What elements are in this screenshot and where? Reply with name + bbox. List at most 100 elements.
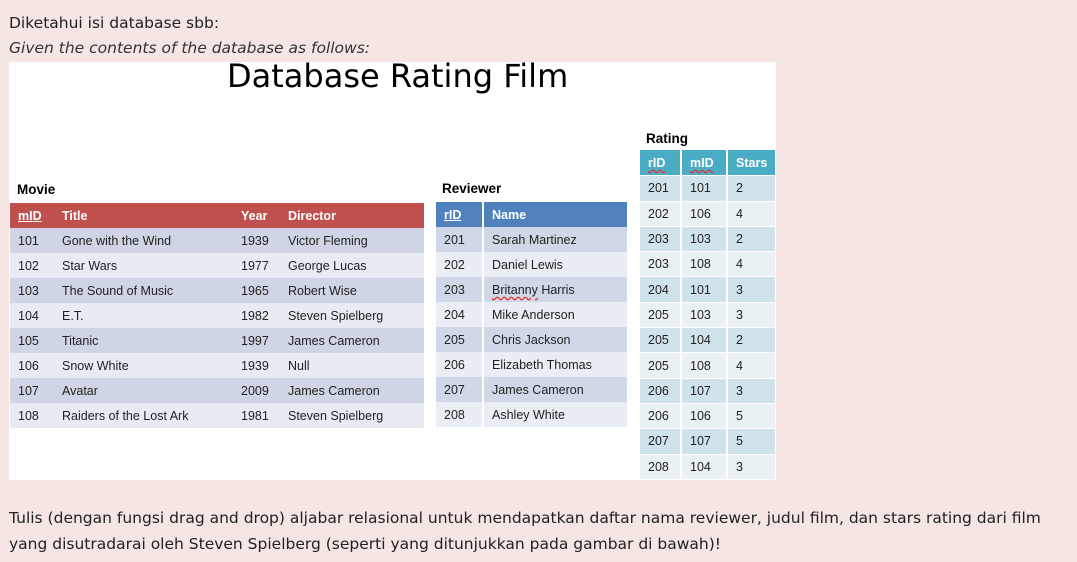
movie-row-cell: 102 xyxy=(10,253,54,278)
movie-row-cell: 1981 xyxy=(233,403,280,428)
database-figure: Database Rating Film Movie mID Title Yea… xyxy=(9,57,776,480)
movie-row: 101 Gone with the Wind 1939 Victor Fleming xyxy=(10,228,424,253)
rating-header-mid: mID xyxy=(680,150,726,176)
rating-row-cell: 5 xyxy=(726,402,775,429)
rating-row-cell: 106 xyxy=(680,200,726,226)
reviewer-header-name: Name xyxy=(482,202,627,227)
rating-row-cell: 208 xyxy=(640,453,680,479)
rating-row-cell: 103 xyxy=(680,301,726,328)
movie-row-cell: 103 xyxy=(10,278,54,303)
reviewer-table-label: Reviewer xyxy=(442,181,502,196)
rating-header-stars: Stars xyxy=(726,150,775,176)
reviewer-row: 202 Daniel Lewis xyxy=(436,252,627,277)
rating-row: 208 104 3 xyxy=(640,453,775,479)
rating-header-rid: rID xyxy=(640,150,680,176)
movie-row-cell: The Sound of Music xyxy=(54,278,233,303)
movie-row-cell: 106 xyxy=(10,353,54,378)
movie-header-row: mID Title Year Director xyxy=(10,203,424,228)
movie-row: 108 Raiders of the Lost Ark 1981 Steven Spi… xyxy=(10,403,424,428)
rating-row: 204 101 3 xyxy=(640,276,775,302)
reviewer-header-row: rID Name xyxy=(436,202,627,227)
movie-row: 103 The Sound of Music 1965 Robert Wise xyxy=(10,278,424,303)
movie-header-title: Title xyxy=(54,203,233,228)
reviewer-row-cell: Ashley White xyxy=(482,402,627,427)
rating-row-cell: 205 xyxy=(640,301,680,328)
reviewer-row: 201 Sarah Martinez xyxy=(436,227,627,252)
reviewer-row-cell: 208 xyxy=(436,402,482,427)
rating-row-cell: 3 xyxy=(726,377,775,403)
movie-row-cell: 2009 xyxy=(233,378,280,403)
reviewer-row-cell: 207 xyxy=(436,377,482,402)
reviewer-row-cell: James Cameron xyxy=(482,377,627,402)
movie-row-cell: James Cameron xyxy=(280,378,424,403)
rating-row-cell: 3 xyxy=(726,276,775,302)
movie-header-director: Director xyxy=(280,203,424,228)
rating-row: 203 103 2 xyxy=(640,225,775,252)
rating-row-cell: 108 xyxy=(680,251,726,277)
question-text: Tulis (dengan fungsi drag and drop) alja… xyxy=(9,509,1041,553)
movie-row-cell: 105 xyxy=(10,328,54,353)
movie-row-cell: 1939 xyxy=(233,228,280,253)
rating-row-cell: 2 xyxy=(726,327,775,353)
movie-row: 105 Titanic 1997 James Cameron xyxy=(10,328,424,353)
rating-row: 205 104 2 xyxy=(640,327,775,353)
movie-row-cell: Steven Spielberg xyxy=(280,303,424,328)
movie-row-cell: James Cameron xyxy=(280,328,424,353)
reviewer-row-cell: Sarah Martinez xyxy=(482,227,627,252)
movie-table-label: Movie xyxy=(17,182,56,197)
movie-row-cell: George Lucas xyxy=(280,253,424,278)
rating-row: 205 103 3 xyxy=(640,301,775,328)
reviewer-row: 204 Mike Anderson xyxy=(436,302,627,327)
reviewer-row-cell: 201 xyxy=(436,227,482,252)
movie-row: 104 E.T. 1982 Steven Spielberg xyxy=(10,303,424,328)
rating-row-cell: 103 xyxy=(680,225,726,252)
rating-row: 202 106 4 xyxy=(640,200,775,226)
movie-row-cell: Gone with the Wind xyxy=(54,228,233,253)
movie-row-cell: Raiders of the Lost Ark xyxy=(54,403,233,428)
rating-row: 206 106 5 xyxy=(640,402,775,429)
rating-row: 207 107 5 xyxy=(640,428,775,454)
movie-row: 107 Avatar 2009 James Cameron xyxy=(10,378,424,403)
rating-row-cell: 4 xyxy=(726,251,775,277)
movie-row-cell: 101 xyxy=(10,228,54,253)
rating-row-cell: 207 xyxy=(640,428,680,454)
reviewer-header-rid: rID xyxy=(436,202,482,227)
movie-header-mid: mID xyxy=(10,203,54,228)
rating-row-cell: 4 xyxy=(726,352,775,378)
rating-row-cell: 104 xyxy=(680,327,726,353)
movie-row-cell: 104 xyxy=(10,303,54,328)
intro-text-id: Diketahui isi database sbb: xyxy=(9,14,220,32)
rating-row-cell: 104 xyxy=(680,453,726,479)
rating-row-cell: 107 xyxy=(680,377,726,403)
rating-row-cell: 203 xyxy=(640,251,680,277)
reviewer-row-cell: 206 xyxy=(436,352,482,377)
reviewer-row: 208 Ashley White xyxy=(436,402,627,427)
movie-row: 102 Star Wars 1977 George Lucas xyxy=(10,253,424,278)
reviewer-row: 203 Britanny Harris xyxy=(436,277,627,302)
movie-row-cell: 1939 xyxy=(233,353,280,378)
movie-row-cell: Robert Wise xyxy=(280,278,424,303)
rating-row-cell: 2 xyxy=(726,175,775,201)
rating-row: 203 108 4 xyxy=(640,251,775,277)
movie-row-cell: Victor Fleming xyxy=(280,228,424,253)
rating-row-cell: 3 xyxy=(726,453,775,479)
rating-row-cell: 202 xyxy=(640,200,680,226)
rating-row-cell: 2 xyxy=(726,225,775,252)
rating-row-cell: 101 xyxy=(680,175,726,201)
rating-row-cell: 101 xyxy=(680,276,726,302)
reviewer-row-cell: Britanny Harris xyxy=(482,277,627,302)
rating-row: 205 108 4 xyxy=(640,352,775,378)
movie-row-cell: Star Wars xyxy=(54,253,233,278)
rating-row: 206 107 3 xyxy=(640,377,775,403)
reviewer-row: 205 Chris Jackson xyxy=(436,327,627,352)
reviewer-table: rID Name 201 Sarah Martinez 202 Daniel Lewi… xyxy=(436,202,627,427)
rating-table-label: Rating xyxy=(646,131,688,146)
reviewer-row-cell: Daniel Lewis xyxy=(482,252,627,277)
reviewer-row-cell: 204 xyxy=(436,302,482,327)
rating-row-cell: 106 xyxy=(680,402,726,429)
movie-row-cell: 1997 xyxy=(233,328,280,353)
reviewer-row-cell: 202 xyxy=(436,252,482,277)
movie-table: mID Title Year Director 101 Gone with the… xyxy=(10,203,424,428)
rating-row-cell: 4 xyxy=(726,200,775,226)
rating-row-cell: 205 xyxy=(640,327,680,353)
